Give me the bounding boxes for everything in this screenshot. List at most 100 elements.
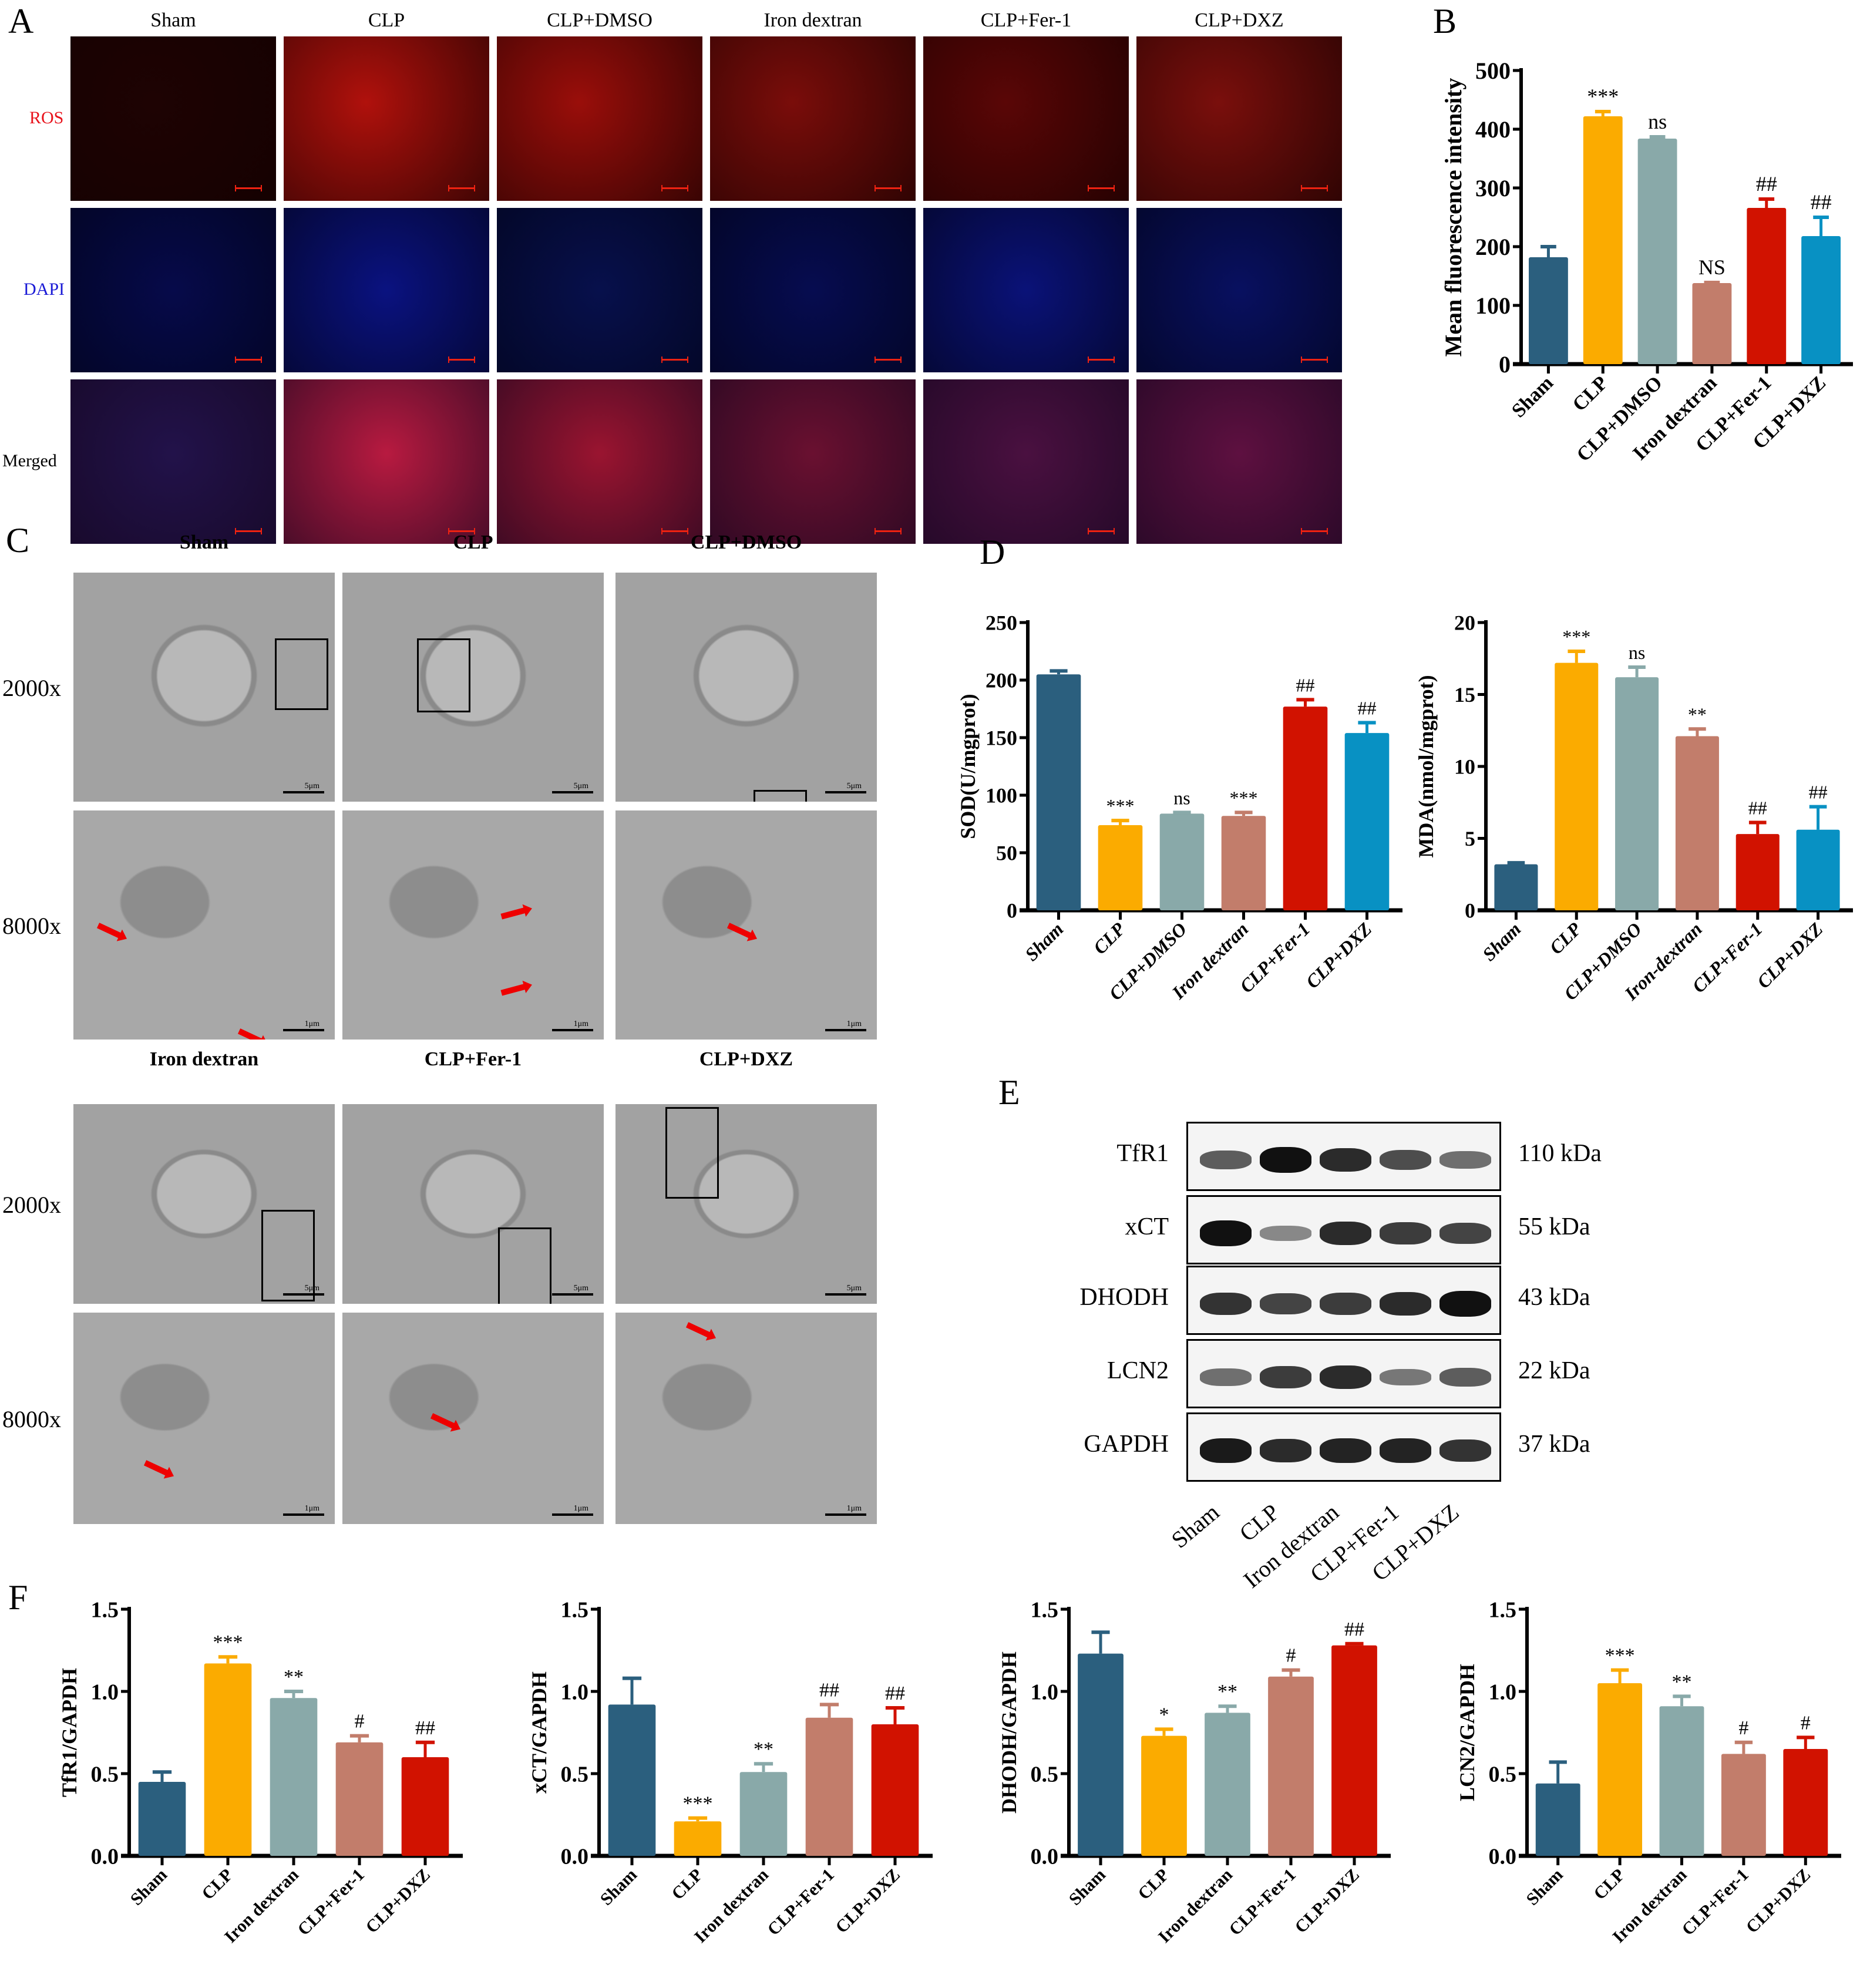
y-tick-label: 20 — [1454, 611, 1475, 635]
significance-marker: ## — [1344, 1619, 1364, 1640]
protein-band — [1439, 1291, 1491, 1317]
scale-label: 5μm — [846, 1284, 862, 1293]
x-tick-label: CLP+DXZ — [832, 1865, 904, 1937]
scale-bar — [552, 791, 593, 793]
y-tick-label: 0.5 — [91, 1762, 119, 1787]
magnification-label: 8000x — [2, 913, 61, 939]
chart-lcn2-gapdh: 0.0 0.5 1.0 1.5 LCN2/GAPDH Sham *** CLP ** Iron d… — [1410, 1586, 1860, 1985]
x-tick-label: CLP+DXZ — [1291, 1865, 1363, 1937]
magnification-label: 2000x — [2, 1192, 61, 1218]
y-tick-label: 150 — [986, 726, 1017, 750]
y-tick-label: 200 — [986, 669, 1017, 692]
y-tick-label: 0.0 — [1489, 1844, 1517, 1869]
y-axis-label: xCT/GAPDH — [527, 1671, 551, 1794]
significance-marker: ## — [415, 1717, 435, 1739]
bar-iron-dextran — [1205, 1704, 1250, 1856]
protein-band — [1380, 1222, 1431, 1244]
y-tick-label: 1.5 — [91, 1597, 119, 1622]
tem-8000x-clp-dmso: 1μm — [615, 810, 877, 1040]
x-tick-label: CLP+DXZ — [1743, 1865, 1815, 1937]
bar-clp — [1098, 819, 1143, 910]
y-tick-label: 1.5 — [561, 1597, 589, 1622]
molecular-weight-dhodh: 43 kDa — [1518, 1284, 1590, 1311]
red-arrow-indicator — [685, 1322, 712, 1338]
bar-sham — [138, 1770, 186, 1856]
bar-clp-fer-1 — [1747, 197, 1787, 364]
red-arrow-indicator — [143, 1460, 170, 1476]
scale-bar — [1088, 185, 1115, 191]
bar-clp-fer-1 — [1721, 1740, 1766, 1856]
scale-bar — [825, 1513, 866, 1516]
bar-clp-dxz — [1801, 216, 1841, 364]
protein-band — [1320, 1221, 1371, 1246]
bar-sham — [1535, 1760, 1580, 1856]
protein-band — [1260, 1226, 1311, 1241]
molecular-weight-lcn2: 22 kDa — [1518, 1357, 1590, 1384]
row-label-merged: Merged — [2, 451, 57, 470]
scale-bar — [235, 356, 262, 363]
bar-clp-dxz — [1344, 721, 1390, 910]
scale-label: 1μm — [304, 1020, 319, 1028]
significance-marker: *** — [1230, 787, 1258, 808]
red-arrow-indicator — [96, 923, 123, 939]
scale-label: 1μm — [573, 1020, 588, 1028]
micrograph-dapi-clp-dxz — [1136, 208, 1342, 372]
red-arrow-indicator — [237, 1028, 264, 1040]
significance-marker: # — [1286, 1645, 1296, 1667]
tem-8000x-sham: 1μm — [73, 810, 335, 1040]
tem-2000x-clp-dmso: 5μm — [615, 573, 877, 802]
scale-bar — [661, 356, 688, 363]
bar-clp — [1141, 1727, 1187, 1856]
x-tick-label: Sham — [1508, 372, 1558, 422]
scale-label: 5μm — [573, 782, 588, 791]
significance-marker: ns — [1173, 787, 1190, 808]
column-title-clp-fer-1: CLP+Fer-1 — [980, 9, 1072, 31]
scale-bar — [283, 1029, 324, 1031]
x-tick-label: CLP+Fer-1 — [1678, 1865, 1753, 1940]
lane-label-sham: Sham — [1166, 1498, 1225, 1553]
molecular-weight-tfr1: 110 kDa — [1518, 1140, 1602, 1167]
significance-marker: # — [1738, 1717, 1748, 1739]
column-title-iron-dextran: Iron dextran — [763, 9, 862, 31]
y-axis-label: TfR1/GAPDH — [58, 1668, 81, 1797]
x-tick-label: CLP — [1089, 918, 1129, 958]
bar-clp-fer-1 — [335, 1734, 384, 1856]
scale-label: 1μm — [573, 1504, 588, 1513]
bar-clp — [1597, 1668, 1643, 1856]
protein-band — [1439, 1151, 1491, 1169]
x-tick-label: CLP — [1134, 1865, 1173, 1904]
tem-2000x-iron-dextran: 5μm — [73, 1104, 335, 1304]
significance-marker: ** — [1672, 1671, 1692, 1693]
scale-label: 1μm — [304, 1504, 319, 1513]
scale-bar — [283, 1293, 324, 1296]
bar-clp-dxz — [401, 1740, 449, 1856]
scale-bar — [825, 791, 866, 793]
x-tick-label: CLP — [668, 1865, 707, 1904]
micrograph-merged-clp-dmso — [497, 379, 702, 544]
row-label-ros: ROS — [29, 108, 64, 127]
chart-mda: 0 5 10 15 20 MDA(nmol/mgprot) Sham *** CLP ns CLP+… — [1410, 587, 1860, 1057]
y-tick-label: 100 — [986, 784, 1017, 808]
protein-band — [1320, 1293, 1371, 1315]
significance-marker: *** — [1587, 85, 1619, 108]
bar-iron-dextran — [1692, 281, 1732, 364]
scale-bar — [552, 1293, 593, 1296]
scale-label: 1μm — [846, 1504, 862, 1513]
y-tick-label: 0 — [1007, 899, 1017, 923]
significance-marker: # — [355, 1711, 365, 1733]
scale-bar — [874, 356, 902, 363]
x-tick-label: CLP — [1545, 918, 1586, 958]
protein-band — [1320, 1148, 1371, 1172]
molecular-weight-gapdh: 37 kDa — [1518, 1431, 1590, 1458]
scale-bar — [1301, 356, 1328, 363]
tem-column-title-clp: CLP — [453, 532, 493, 553]
significance-marker: * — [1159, 1704, 1169, 1725]
x-tick-label: Sham — [127, 1865, 171, 1909]
tem-8000x-clp: 1μm — [342, 810, 604, 1040]
y-tick-label: 0.5 — [1489, 1762, 1517, 1787]
bar-clp — [674, 1816, 722, 1856]
y-tick-label: 1.0 — [91, 1680, 119, 1704]
y-tick-label: 15 — [1454, 683, 1475, 707]
y-tick-label: 0 — [1499, 351, 1511, 378]
significance-marker: ** — [1688, 704, 1707, 725]
